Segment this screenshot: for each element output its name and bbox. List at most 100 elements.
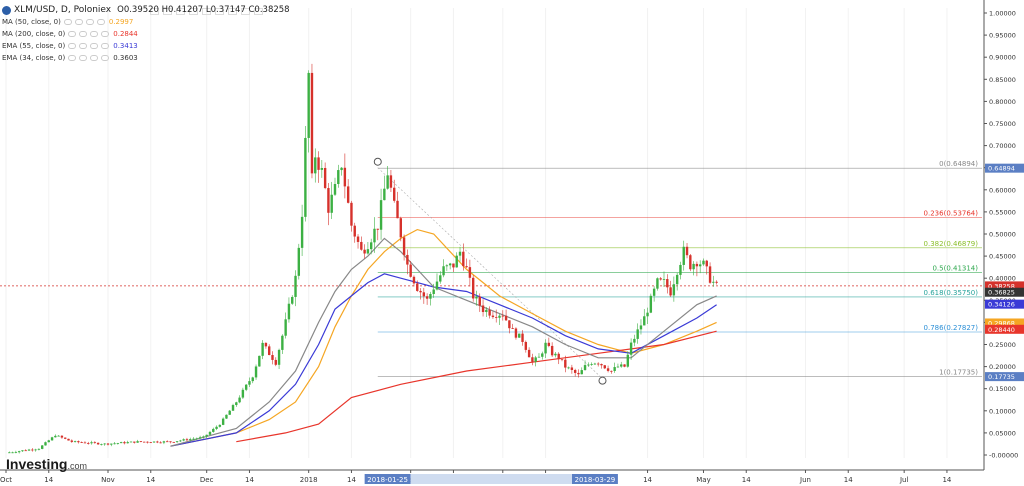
x-highlight-label: 2018-01-25 — [367, 476, 408, 484]
candle-body — [254, 366, 258, 378]
close-icon[interactable] — [90, 55, 99, 61]
candle-body — [31, 449, 34, 451]
candle-body — [416, 283, 419, 291]
tool-button[interactable] — [163, 8, 172, 15]
tool-button[interactable] — [202, 8, 211, 15]
y-tick-label: 0.05000 — [989, 429, 1016, 437]
more-icon[interactable] — [101, 43, 110, 49]
tool-button[interactable] — [150, 8, 159, 15]
chart-grid — [5, 8, 948, 458]
candle-body — [363, 249, 366, 254]
more-icon[interactable] — [101, 55, 110, 61]
more-icon[interactable] — [101, 31, 110, 37]
candle-body — [675, 274, 679, 285]
indicator-label: MA (200, close, 0) — [2, 30, 66, 38]
close-icon[interactable] — [85, 19, 94, 25]
symbol-title[interactable]: XLM/USD, D, Poloniex — [14, 5, 112, 15]
candle-body — [244, 384, 248, 390]
indicator-row[interactable]: MA (50, close, 0) 0.2997 — [2, 16, 290, 28]
candle-body — [475, 296, 478, 299]
candle-body — [356, 236, 360, 242]
indicator-value: 0.2997 — [108, 18, 134, 26]
candle-body — [221, 418, 225, 425]
indicator-row[interactable]: EMA (55, close, 0) 0.3413 — [2, 40, 290, 52]
eye-icon[interactable] — [63, 19, 72, 25]
candle-body — [514, 328, 518, 338]
candle-body — [613, 367, 616, 371]
fib-anchor-low — [598, 376, 607, 385]
candle-body — [712, 281, 715, 283]
tool-button[interactable] — [215, 8, 224, 15]
close-icon[interactable] — [90, 31, 99, 37]
candle-body — [271, 355, 274, 360]
indicator-value: 0.3413 — [113, 42, 138, 50]
ma-line — [170, 237, 717, 447]
candle-body — [314, 157, 317, 174]
candle-body — [228, 410, 231, 415]
candle-body — [21, 450, 24, 452]
tool-button[interactable] — [241, 8, 250, 15]
fibonacci-retracement[interactable]: 0(0.64894) 0.236(0.53764) 0.382(0.46879) 0.… — [0, 157, 984, 385]
y-tick-label: 0.40000 — [989, 275, 1016, 283]
x-tick-label: 14 — [742, 476, 751, 484]
more-icon[interactable] — [96, 19, 105, 25]
candle-body — [652, 288, 656, 296]
eye-icon[interactable] — [68, 31, 77, 37]
tool-button[interactable] — [189, 8, 198, 15]
candle-body — [8, 452, 11, 454]
tool-button[interactable] — [254, 8, 263, 15]
candle-body — [284, 319, 287, 336]
x-axis: Oct14Nov14Dec14201814Feb14Mar1414May14Ju… — [0, 469, 984, 484]
candle-body — [425, 296, 429, 299]
candle-body — [534, 357, 537, 362]
eye-icon[interactable] — [68, 43, 77, 49]
price-tag-label: 0.64894 — [988, 165, 1015, 173]
drawing-toolbar[interactable] — [150, 0, 306, 15]
candle-body — [439, 275, 442, 282]
candle-body — [544, 342, 547, 354]
candle-body — [557, 353, 560, 360]
x-tick-label: Oct — [0, 476, 12, 484]
indicator-row[interactable]: EMA (34, close, 0) 0.3603 — [2, 52, 290, 64]
candle-body — [402, 237, 406, 255]
candle-body — [452, 263, 455, 268]
candle-body — [656, 278, 659, 289]
candle-body — [54, 435, 57, 438]
y-tick-label: 0.70000 — [989, 142, 1016, 150]
y-tick-label: 0.90000 — [989, 54, 1016, 62]
y-tick-label: 0.75000 — [989, 120, 1016, 128]
tool-button[interactable] — [176, 8, 185, 15]
candle-body — [333, 184, 337, 195]
price-tag — [985, 287, 1024, 297]
candle-body — [537, 356, 541, 358]
candle-body — [323, 167, 327, 189]
settings-icon[interactable] — [74, 19, 83, 25]
candle-body — [633, 338, 636, 343]
price-tag — [985, 281, 1024, 291]
tool-button[interactable] — [228, 8, 237, 15]
candle-body — [350, 202, 353, 226]
settings-icon[interactable] — [79, 31, 88, 37]
candle-body — [24, 450, 27, 452]
candle-body — [264, 342, 268, 347]
candle-body — [435, 281, 439, 290]
candle-body — [40, 445, 44, 449]
candle-body — [491, 315, 495, 318]
candle-body — [669, 287, 672, 296]
indicator-value: 0.3603 — [113, 54, 138, 62]
settings-icon[interactable] — [79, 55, 88, 61]
eye-icon[interactable] — [68, 55, 77, 61]
settings-icon[interactable] — [79, 43, 88, 49]
candle-body — [248, 381, 251, 385]
indicator-row[interactable]: MA (200, close, 0) 0.2844 — [2, 28, 290, 40]
symbol-icon — [2, 5, 11, 15]
candle-body — [100, 444, 103, 446]
candle-body — [383, 188, 386, 201]
candle-body — [327, 188, 330, 213]
close-icon[interactable] — [90, 43, 99, 49]
candle-body — [175, 441, 179, 443]
fib-anchor-high — [373, 157, 382, 166]
candle-body — [442, 266, 445, 276]
candle-body — [205, 434, 208, 437]
